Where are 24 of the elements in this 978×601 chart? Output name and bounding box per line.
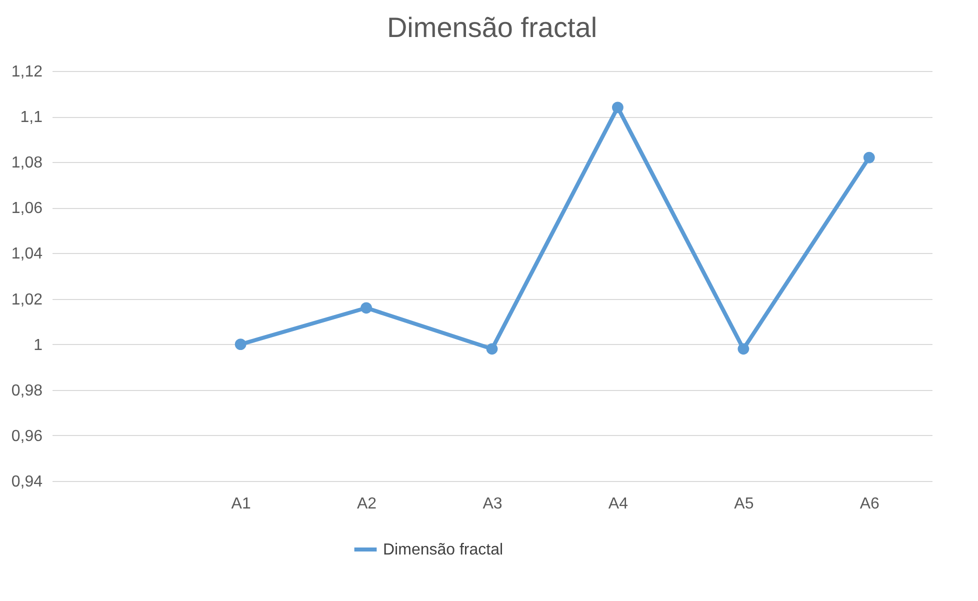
y-tick-label: 0,98 (11, 382, 43, 400)
point (234, 338, 246, 350)
y-tick-label: 1,06 (11, 200, 43, 218)
x-tick-label: A1 (231, 496, 251, 512)
x-tick-label: A5 (734, 496, 754, 512)
point (738, 343, 750, 355)
x-tick-label: A3 (482, 496, 502, 512)
point (863, 152, 875, 164)
x-tick-label: A2 (356, 496, 377, 512)
point (486, 343, 498, 355)
y-tick-label: 1,1 (20, 109, 43, 126)
y-tick-label: 1,04 (11, 246, 43, 263)
y-tick-label: 1,02 (11, 291, 43, 308)
point (360, 302, 372, 314)
legend-label: Dimensão fractal (383, 542, 504, 558)
x-tick-label: A4 (608, 496, 628, 512)
y-tick-label: 1 (34, 336, 43, 354)
y-tick-label: 1,12 (11, 64, 43, 80)
y-tick-label: 1,08 (11, 154, 43, 172)
y-tick-label: 0,94 (11, 474, 43, 490)
x-tick-label: A6 (860, 496, 880, 512)
y-tick-label: 0,96 (11, 428, 43, 445)
point (612, 102, 624, 114)
chart-title: Dimensão fractal (386, 12, 598, 43)
